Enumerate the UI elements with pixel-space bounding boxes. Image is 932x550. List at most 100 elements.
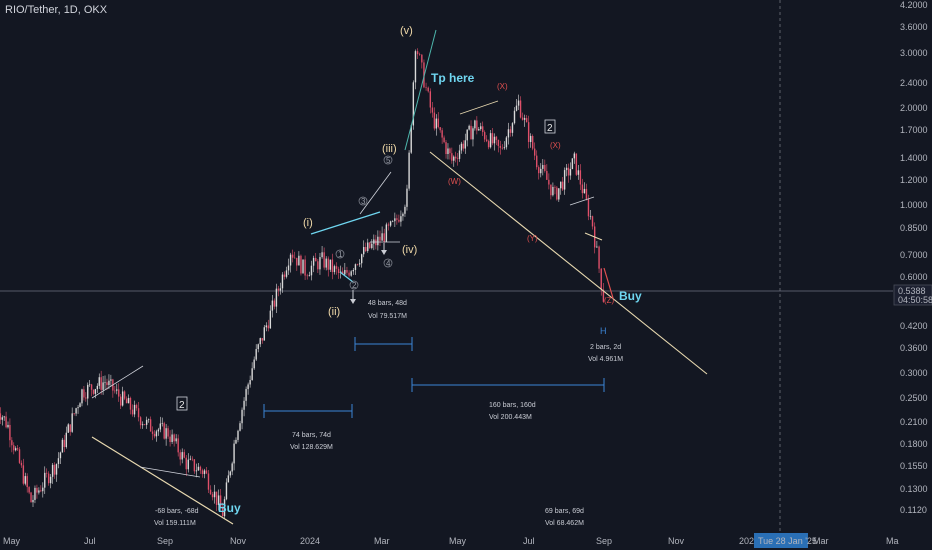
candle-body [540, 168, 542, 174]
candle-body [521, 117, 524, 120]
candle-body [573, 153, 576, 159]
candle-body [233, 443, 235, 464]
candle-body [591, 216, 594, 227]
measure-3-vol: Vol 79.517M [368, 313, 407, 320]
candle-body [435, 118, 438, 129]
candle-body [389, 221, 392, 226]
candle-body [373, 239, 375, 244]
candle-body [552, 186, 554, 196]
candle-body [468, 125, 470, 130]
circle-1-label: 1 [338, 250, 343, 259]
candle-body [7, 424, 9, 428]
candle-body [369, 242, 371, 249]
time-axis[interactable]: May Jul Sep Nov 2024 Mar May Jul Sep Nov… [3, 536, 899, 546]
candle-body [14, 448, 17, 451]
measure-6-bars: 2 bars, 2d [590, 344, 621, 351]
candle-body [169, 436, 171, 443]
price-tick: 1.4000 [900, 153, 928, 163]
candle-body [47, 473, 50, 484]
price-tick: 0.3600 [900, 343, 928, 353]
candle-body [381, 233, 383, 241]
price-axis[interactable]: 4.2000 3.6000 3.0000 2.4000 2.0000 1.700… [900, 0, 928, 515]
candle-body [157, 429, 160, 432]
candle-body [394, 218, 396, 222]
candle-body [427, 87, 429, 92]
price-tick: 0.1120 [900, 505, 927, 515]
candle-body [344, 269, 346, 275]
z-label: (Z) [604, 296, 615, 305]
candle-body [51, 464, 54, 477]
symbol-title: RIO/Tether, 1D, OKX [5, 4, 108, 16]
macro-trendline [429, 151, 708, 375]
candle-body [319, 257, 321, 270]
candle-body [464, 140, 466, 149]
candle-body [327, 258, 329, 270]
candle-body [583, 188, 586, 194]
candle-body [454, 156, 457, 159]
candle-body [300, 255, 302, 274]
price-tick: 0.4200 [900, 321, 928, 331]
candle-body [151, 431, 154, 434]
candle-body [363, 247, 365, 255]
candle-body [402, 213, 404, 217]
candle-body [367, 242, 369, 252]
candle-body [379, 236, 381, 241]
current-price-value: 0.5388 [898, 286, 926, 296]
candle-body [225, 482, 228, 500]
candle-body [462, 143, 465, 149]
candle-body [589, 216, 592, 217]
candle-body [287, 265, 290, 271]
candle-body [173, 434, 175, 442]
wave-ii-line [339, 271, 354, 283]
candle-body [141, 424, 144, 426]
candle-body [167, 428, 169, 437]
candle-body [5, 416, 7, 428]
time-tick: Sep [157, 536, 173, 546]
candle-body [358, 263, 361, 265]
candle-body [472, 128, 474, 140]
candle-body [249, 380, 251, 385]
measure-2-vol: Vol 128.629M [290, 444, 333, 451]
candle-body [24, 476, 26, 484]
candle-body [129, 397, 132, 410]
candle-body [3, 416, 5, 418]
candle-body [265, 325, 268, 328]
candle-body [133, 404, 136, 415]
price-tick: 0.1300 [900, 484, 928, 494]
candle-body [546, 170, 548, 180]
candle-body [585, 188, 588, 199]
candle-body [323, 252, 325, 268]
candle-body [466, 129, 468, 141]
candle-body [46, 472, 48, 474]
candle-body [255, 349, 257, 360]
candle-body [554, 186, 556, 188]
candle-body [207, 473, 210, 490]
candle-body [429, 91, 432, 108]
wave-iv-label: (iv) [402, 244, 417, 256]
candle-body [92, 389, 95, 394]
candle-body [387, 224, 390, 226]
candle-body [275, 288, 278, 307]
measure-1-bars: -68 bars, -68d [155, 508, 199, 515]
countdown-value: 04:50:58 [898, 295, 932, 305]
candle-body [30, 492, 32, 503]
candle-body [197, 466, 200, 471]
circle-4-label: 4 [386, 259, 391, 268]
candle-body [433, 112, 436, 129]
candle-body [341, 271, 344, 275]
candle-body [575, 153, 578, 175]
candle-body [534, 148, 536, 156]
time-tick: Mar [374, 536, 390, 546]
candle-body [153, 433, 156, 437]
candle-body [441, 130, 443, 138]
current-price-badge [893, 284, 932, 306]
candle-body [259, 338, 261, 345]
time-tick: May [3, 536, 21, 546]
time-tick: Jul [523, 536, 535, 546]
candle-body [102, 382, 104, 390]
candle-body [71, 413, 73, 432]
candle-body [503, 147, 506, 149]
measure-6-vol: Vol 4.961M [588, 356, 623, 363]
